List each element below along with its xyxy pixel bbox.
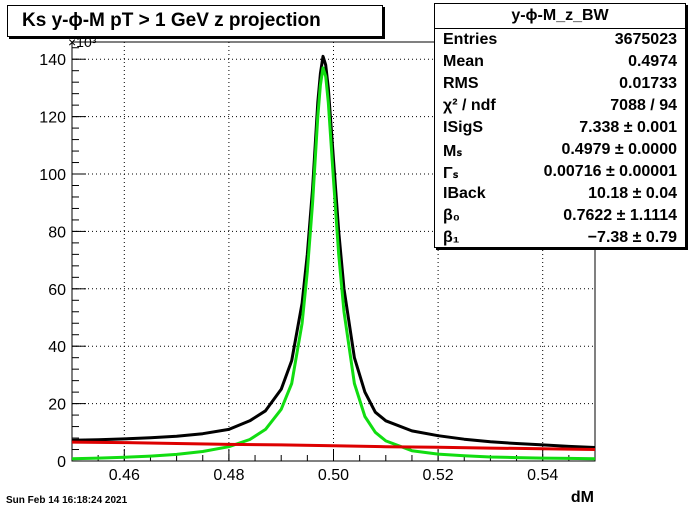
stats-key: RMS <box>443 75 479 92</box>
stats-key: β₁ <box>443 229 460 246</box>
x-tick-label: 0.52 <box>423 467 454 484</box>
stats-value: 0.01733 <box>619 75 677 92</box>
tick-labels: 0.46 0.48 0.50 0.52 0.54 0 20 40 60 80 100 120 140 <box>39 52 558 484</box>
stats-box: y-ϕ-M_z_BW Entries 3675023 Mean 0.4974 RMS 0.… <box>434 3 686 248</box>
y-tick-label: 140 <box>39 52 66 69</box>
y-tick-label: 20 <box>48 397 66 414</box>
series <box>71 54 596 461</box>
y-tick-label: 120 <box>39 110 66 127</box>
chart-title: Ks y-ϕ-M pT > 1 GeV z projection <box>22 10 321 31</box>
stats-row: ISigS 7.338 ± 0.001 <box>443 119 677 141</box>
x-tick-label: 0.46 <box>109 467 140 484</box>
x-tick-label: 0.50 <box>318 467 349 484</box>
stats-row: Γₛ 0.00716 ± 0.00001 <box>443 163 677 185</box>
stats-row: β₁ −7.38 ± 0.79 <box>443 229 677 251</box>
x-tick-label: 0.54 <box>527 467 558 484</box>
stats-row: RMS 0.01733 <box>443 75 677 97</box>
stats-row: Mₛ 0.4979 ± 0.0000 <box>443 141 677 163</box>
stats-key: Mₛ <box>443 143 463 160</box>
stats-value: 0.4974 <box>628 53 677 70</box>
y-multiplier: ×10³ <box>68 34 97 50</box>
stats-row: Entries 3675023 <box>443 31 677 53</box>
stats-value: 3675023 <box>614 31 677 48</box>
stats-key: ISigS <box>443 119 484 136</box>
stats-row: IBack 10.18 ± 0.04 <box>443 185 677 207</box>
title-box: Ks y-ϕ-M pT > 1 GeV z projection <box>7 5 383 37</box>
stats-value: 7.338 ± 0.001 <box>579 119 677 136</box>
stats-row: β₀ 0.7622 ± 1.1114 <box>443 207 677 229</box>
stats-key: Mean <box>443 53 484 70</box>
stats-value: 0.00716 ± 0.00001 <box>543 163 677 180</box>
stats-value: 7088 / 94 <box>610 97 677 114</box>
series-line-0 <box>71 54 596 449</box>
stats-key: χ² / ndf <box>443 97 496 114</box>
stats-key: Entries <box>443 31 498 48</box>
stats-value: −7.38 ± 0.79 <box>587 229 677 246</box>
stats-key: β₀ <box>443 207 460 224</box>
y-tick-label: 100 <box>39 167 66 184</box>
stats-key: IBack <box>443 185 486 202</box>
stats-name: y-ϕ-M_z_BW <box>435 4 685 29</box>
stats-value: 0.4979 ± 0.0000 <box>561 141 677 158</box>
x-axis-label: dM <box>571 489 594 506</box>
stats-value: 10.18 ± 0.04 <box>588 185 677 202</box>
stats-row: Mean 0.4974 <box>443 53 677 75</box>
stats-key: Γₛ <box>443 165 459 182</box>
stats-value: 0.7622 ± 1.1114 <box>563 207 677 224</box>
timestamp: Sun Feb 14 16:18:24 2021 <box>6 495 128 506</box>
y-tick-label: 0 <box>57 454 66 471</box>
y-tick-label: 80 <box>48 224 66 241</box>
x-tick-label: 0.48 <box>213 467 244 484</box>
y-tick-label: 60 <box>48 282 66 299</box>
series-line-2 <box>71 440 596 451</box>
series-line-1 <box>71 66 596 461</box>
y-tick-label: 40 <box>48 339 66 356</box>
stats-row: χ² / ndf 7088 / 94 <box>443 97 677 119</box>
